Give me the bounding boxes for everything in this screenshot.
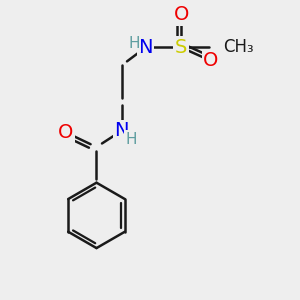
Text: O: O bbox=[58, 123, 73, 142]
Text: S: S bbox=[175, 38, 188, 57]
Text: O: O bbox=[173, 5, 189, 24]
Text: N: N bbox=[138, 38, 153, 57]
Text: H: H bbox=[128, 35, 140, 50]
Text: O: O bbox=[203, 51, 219, 70]
Text: CH₃: CH₃ bbox=[223, 38, 254, 56]
Text: N: N bbox=[115, 121, 129, 140]
Text: H: H bbox=[125, 131, 137, 146]
